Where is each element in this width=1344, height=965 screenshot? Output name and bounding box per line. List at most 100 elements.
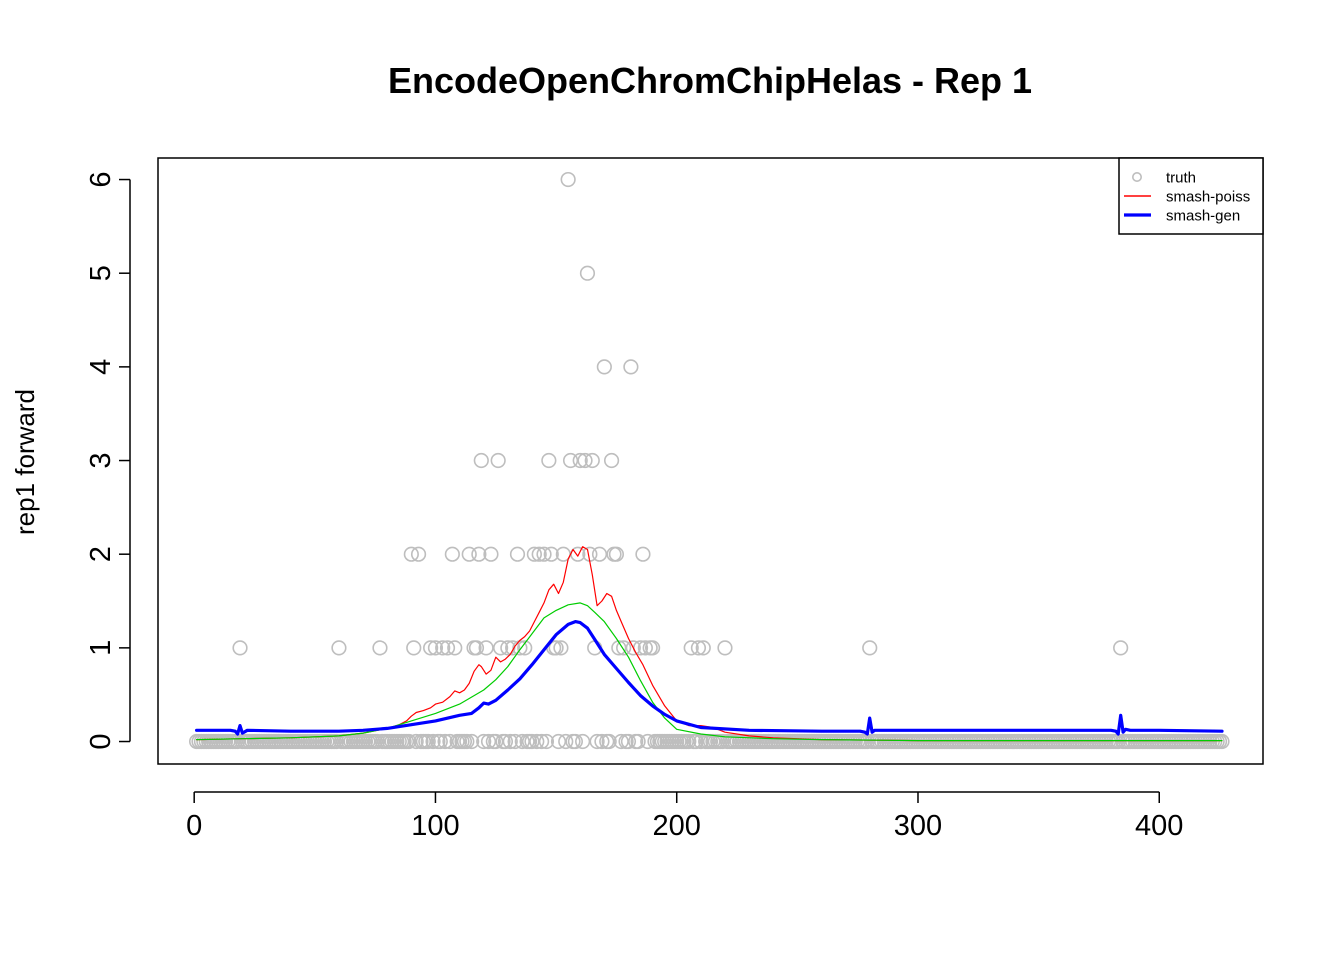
data-point xyxy=(548,640,564,656)
x-tick-label: 400 xyxy=(1135,810,1183,842)
series-line-green xyxy=(196,602,1223,742)
data-point xyxy=(1214,733,1230,750)
y-tick-label: 3 xyxy=(85,452,117,468)
data-point xyxy=(560,171,576,188)
data-point xyxy=(589,733,605,750)
data-point xyxy=(331,640,347,656)
data-point xyxy=(401,733,417,750)
data-point xyxy=(681,733,697,750)
data-point xyxy=(478,640,494,656)
series-lines xyxy=(195,546,1224,742)
data-point xyxy=(439,640,456,656)
data-point xyxy=(637,640,653,656)
data-point xyxy=(572,452,588,469)
data-point xyxy=(562,452,579,469)
axes: 0 100 200 300 400 0 1 2 3 4 5 6 xyxy=(85,157,1264,842)
x-tick-label: 0 xyxy=(186,810,202,842)
data-point xyxy=(603,452,620,469)
data-point xyxy=(1113,640,1129,656)
data-point xyxy=(372,640,388,656)
data-point xyxy=(635,546,651,562)
data-point xyxy=(526,546,542,562)
data-point xyxy=(524,733,540,750)
data-point xyxy=(514,733,530,750)
data-point xyxy=(553,640,569,656)
data-point xyxy=(693,733,709,750)
data-point xyxy=(432,733,448,750)
data-point xyxy=(531,546,547,562)
y-tick-label: 0 xyxy=(85,733,117,749)
data-point xyxy=(541,452,557,469)
data-point xyxy=(714,733,731,750)
data-point xyxy=(529,733,545,750)
data-point xyxy=(408,733,424,750)
data-point xyxy=(497,733,514,750)
data-point xyxy=(695,640,711,656)
scatter-points xyxy=(189,171,1230,750)
data-point xyxy=(502,733,518,750)
data-point xyxy=(488,733,504,750)
data-point xyxy=(640,733,656,750)
chart-title: EncodeOpenChromChipHelas - Rep 1 xyxy=(388,60,1032,101)
data-point xyxy=(608,546,625,562)
data-point xyxy=(517,640,533,656)
legend-label-smash-gen: smash-gen xyxy=(1166,208,1240,225)
data-point xyxy=(613,733,629,750)
data-point xyxy=(550,733,567,750)
data-point xyxy=(591,546,608,562)
data-point xyxy=(577,452,593,469)
data-point xyxy=(630,733,646,750)
data-point xyxy=(534,733,550,750)
data-point xyxy=(507,733,523,750)
data-point xyxy=(616,640,632,656)
legend-label-truth: truth xyxy=(1166,170,1196,187)
series-line-smash-gen xyxy=(195,620,1224,736)
data-point xyxy=(471,546,487,562)
data-point xyxy=(425,733,441,750)
y-tick-label: 4 xyxy=(85,359,117,375)
legend: truth smash-poiss smash-gen xyxy=(1118,157,1264,235)
data-point xyxy=(410,546,427,562)
data-point xyxy=(442,733,458,750)
y-tick-label: 1 xyxy=(85,640,117,656)
y-tick-label: 5 xyxy=(85,265,117,281)
data-point xyxy=(567,733,583,750)
data-point xyxy=(601,733,617,750)
data-point xyxy=(584,452,600,469)
data-point xyxy=(483,546,499,562)
data-point xyxy=(459,733,475,750)
data-point xyxy=(328,733,345,750)
data-point xyxy=(464,733,480,750)
x-tick-label: 100 xyxy=(411,810,459,842)
data-point xyxy=(423,640,439,656)
data-point xyxy=(509,546,526,562)
legend-truth-marker xyxy=(1132,172,1143,183)
data-point xyxy=(473,452,489,469)
data-point xyxy=(690,640,707,656)
data-point xyxy=(437,733,453,750)
data-point xyxy=(644,640,661,656)
x-tick-label: 300 xyxy=(894,810,942,842)
data-point xyxy=(505,640,521,656)
data-point xyxy=(420,733,436,750)
data-point xyxy=(403,546,419,562)
data-point xyxy=(862,640,878,656)
data-point xyxy=(611,640,627,656)
data-point xyxy=(558,733,574,750)
data-point xyxy=(688,733,704,750)
data-point xyxy=(468,640,485,656)
y-tick-label: 6 xyxy=(85,171,117,187)
data-point xyxy=(444,546,460,562)
x-tick-label: 200 xyxy=(653,810,701,842)
data-point xyxy=(538,733,555,750)
legend-label-smash-poiss: smash-poiss xyxy=(1166,189,1250,206)
data-point xyxy=(406,640,422,656)
data-point xyxy=(461,546,477,562)
data-point xyxy=(575,733,591,750)
data-point xyxy=(717,640,733,656)
data-point xyxy=(596,359,612,375)
data-point xyxy=(594,733,610,750)
data-point xyxy=(492,640,509,656)
